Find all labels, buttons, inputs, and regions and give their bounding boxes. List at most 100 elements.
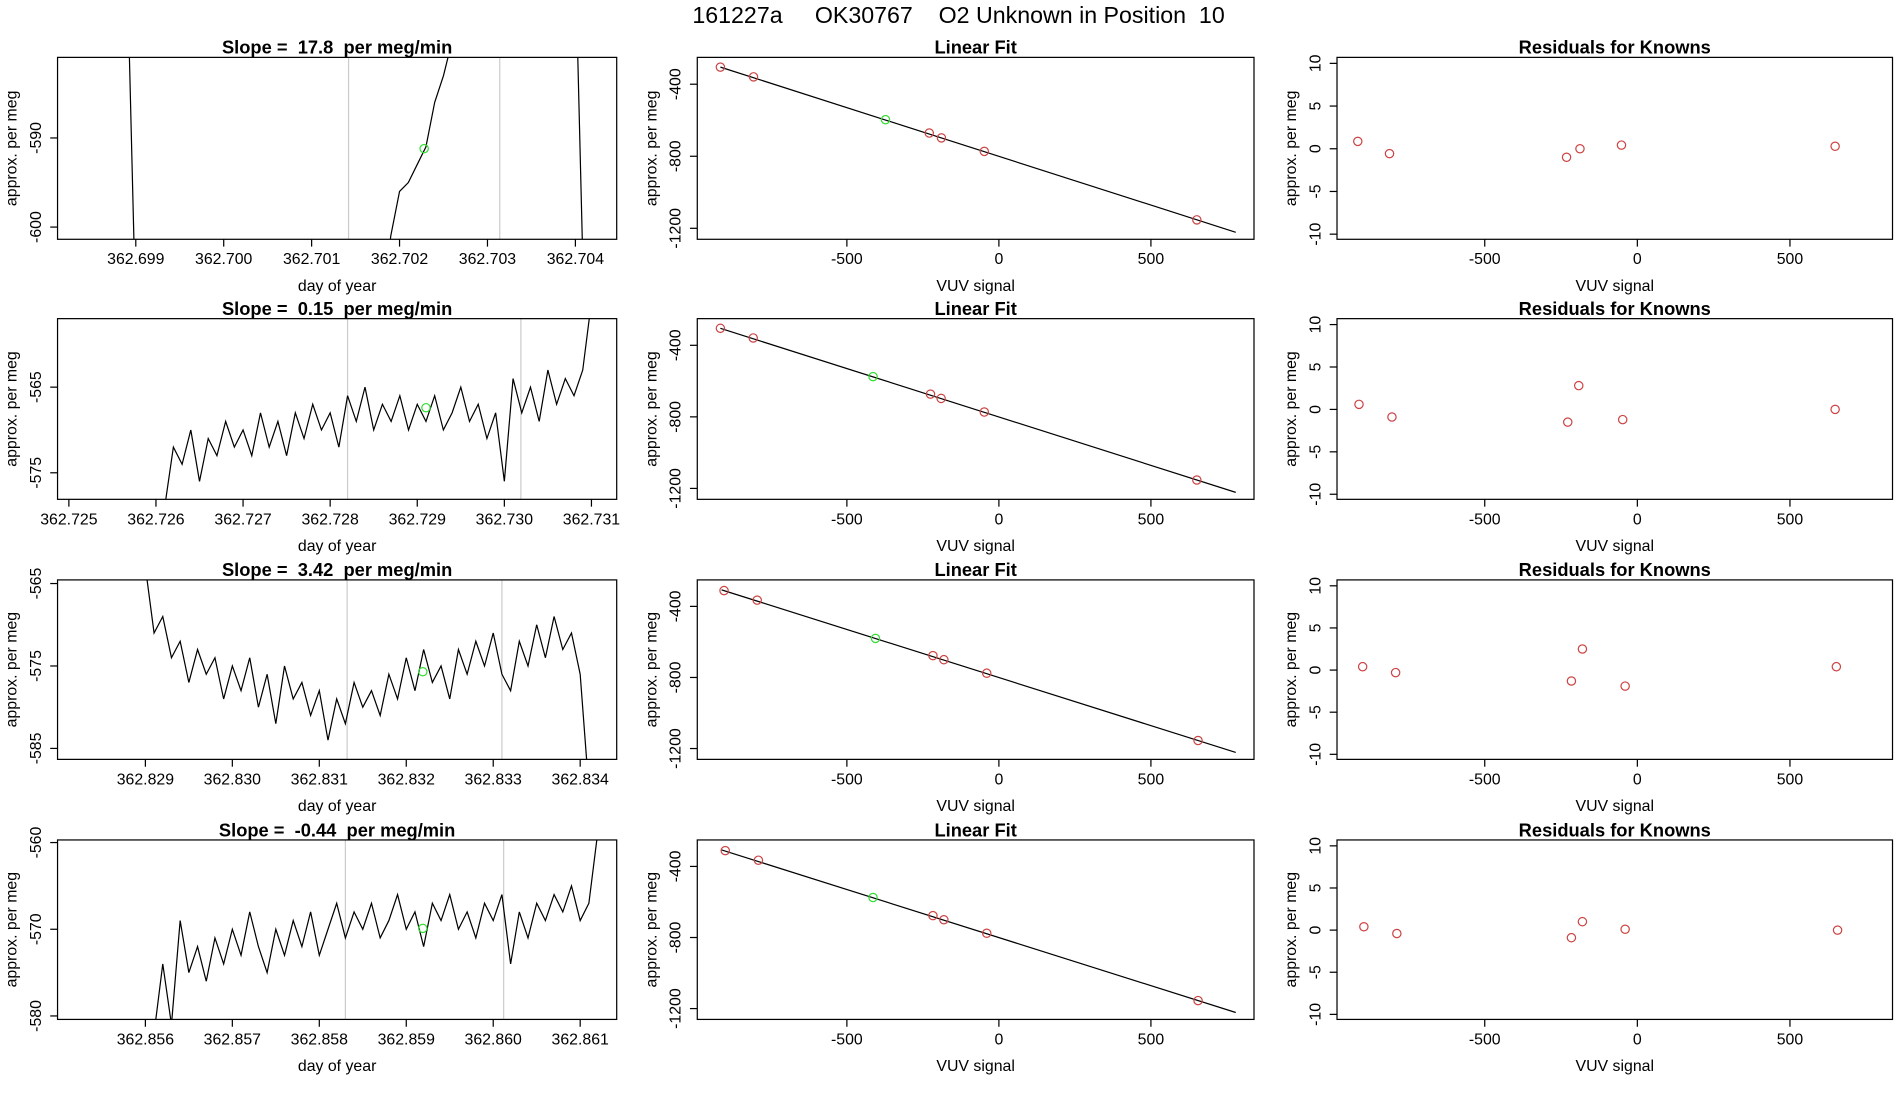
data-point (715, 62, 726, 72)
panel-title: Slope = 17.8 per meg/min (222, 37, 452, 58)
y-tick-label: -800 (668, 401, 685, 433)
plot-frame (56, 579, 618, 760)
x-tick-label: 362.729 (389, 511, 447, 528)
y-tick-label: -10 (1307, 223, 1324, 246)
x-tick-label: -500 (831, 511, 863, 528)
data-point (1831, 661, 1842, 672)
data-point (1830, 141, 1840, 152)
data-point (1617, 414, 1628, 425)
plot-frame (1336, 579, 1894, 760)
panel-title: Residuals for Knowns (1519, 298, 1711, 319)
x-tick-label: 362.703 (459, 251, 517, 268)
y-tick-label: -400 (668, 850, 685, 882)
y-tick-label: 5 (1307, 883, 1324, 892)
data-point (1384, 148, 1395, 159)
data-point (1577, 916, 1588, 927)
y-tick-label: -590 (28, 122, 45, 154)
panel: Slope = -0.44 per meg/min day of year appr… (4, 819, 618, 1075)
x-tick-label: 0 (1633, 511, 1642, 528)
y-tick-label: -1200 (668, 468, 685, 509)
data-point (1387, 412, 1397, 422)
y-tick-label: -565 (28, 371, 45, 403)
data-point (421, 402, 431, 413)
panel: Linear Fit VUV signal approx. per meg -500 0… (643, 819, 1255, 1075)
data-point (748, 333, 758, 343)
y-axis-label: approx. per meg (643, 351, 660, 466)
panel: Slope = 3.42 per meg/min day of year appro… (4, 559, 618, 815)
y-tick-label: 0 (1307, 405, 1324, 414)
plot-area (720, 845, 1236, 1014)
x-tick-label: 362.700 (195, 251, 253, 268)
data-point (880, 114, 891, 125)
data-point (928, 650, 938, 661)
data-point (1353, 136, 1363, 147)
x-tick-label: 362.858 (291, 1031, 349, 1048)
y-tick-label: -5 (1307, 184, 1324, 198)
series-line (720, 66, 1236, 233)
x-tick-label: 362.859 (378, 1031, 436, 1048)
data-point (418, 923, 428, 934)
x-tick-label: 362.702 (371, 251, 429, 268)
y-tick-label: -575 (28, 650, 45, 682)
plot-area (1359, 916, 1843, 943)
data-point (1616, 140, 1627, 150)
data-point (1561, 152, 1572, 163)
x-tick-label: -500 (1469, 251, 1501, 268)
x-tick-label: 362.860 (465, 1031, 523, 1048)
y-axis-label: approx. per meg (4, 872, 21, 987)
y-axis-label: approx. per meg (1283, 351, 1300, 466)
panel-title: Slope = -0.44 per meg/min (219, 819, 455, 840)
x-axis-label: day of year (298, 1058, 377, 1075)
data-point (1573, 380, 1584, 391)
x-tick-label: 362.704 (547, 251, 605, 268)
y-tick-label: -800 (668, 661, 685, 693)
x-tick-label: -500 (831, 771, 863, 788)
x-tick-label: 500 (1138, 1031, 1165, 1048)
y-tick-label: -5 (1307, 705, 1324, 719)
data-point (720, 845, 731, 856)
x-axis-label: VUV signal (936, 1058, 1014, 1075)
data-point (1566, 676, 1577, 686)
data-point (418, 666, 428, 677)
data-point (715, 323, 726, 334)
y-tick-label: -560 (28, 827, 45, 859)
x-tick-label: 362.856 (117, 1031, 175, 1048)
plot-frame (56, 56, 618, 240)
plot-area (128, 57, 583, 240)
panel-title: Residuals for Knowns (1519, 819, 1711, 840)
x-tick-label: 362.861 (552, 1031, 610, 1048)
data-point (1392, 928, 1402, 939)
y-axis-label: approx. per meg (4, 612, 21, 727)
x-tick-label: 500 (1777, 1031, 1804, 1048)
data-point (1577, 644, 1588, 654)
series-line (720, 327, 1236, 493)
plot-frame (696, 839, 1255, 1021)
panel-title: Slope = 3.42 per meg/min (222, 559, 452, 580)
panel-title: Residuals for Knowns (1519, 37, 1711, 58)
data-point (1390, 667, 1401, 678)
y-tick-label: -1200 (668, 988, 685, 1029)
y-tick-label: 10 (1307, 54, 1324, 72)
x-tick-label: 362.832 (378, 771, 436, 788)
x-axis-label: VUV signal (936, 798, 1014, 815)
data-point (1354, 399, 1364, 410)
data-point (753, 855, 764, 865)
panel: Linear Fit VUV signal approx. per meg -500 0… (643, 559, 1255, 815)
x-tick-label: 362.725 (40, 511, 98, 528)
panel-title: Linear Fit (934, 298, 1016, 319)
panel: Slope = 17.8 per meg/min day of year appro… (4, 37, 618, 295)
x-tick-label: 500 (1138, 511, 1165, 528)
panel: Residuals for Knowns VUV signal approx. pe… (1283, 819, 1894, 1075)
data-point (868, 892, 878, 903)
data-point (868, 371, 878, 382)
y-tick-label: -585 (28, 732, 45, 764)
x-tick-label: 362.726 (127, 511, 185, 528)
y-tick-label: -575 (28, 457, 45, 489)
panel: Residuals for Knowns VUV signal approx. pe… (1283, 298, 1894, 555)
x-tick-label: -500 (1469, 771, 1501, 788)
x-tick-label: 362.728 (301, 511, 359, 528)
panel: Residuals for Knowns VUV signal approx. pe… (1283, 559, 1894, 815)
x-tick-label: 0 (1633, 771, 1642, 788)
